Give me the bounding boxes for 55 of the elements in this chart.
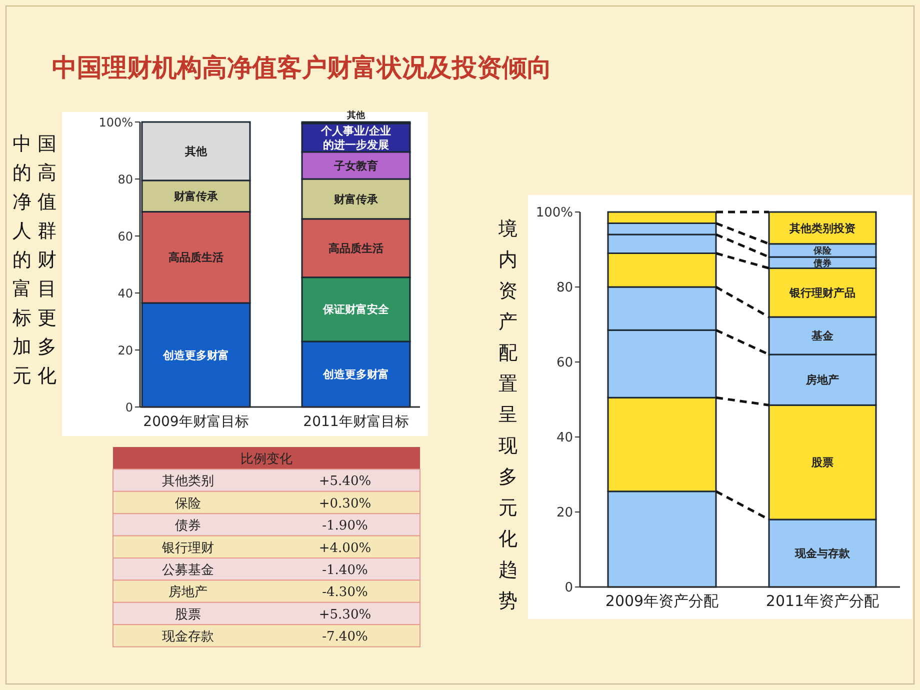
text: +0.30% [318, 496, 372, 512]
data-label: 其他 [184, 145, 208, 158]
category-label: 其他类别 [162, 474, 214, 490]
data-label: 其他 [346, 110, 366, 121]
data-label: 基金 [810, 330, 834, 343]
text: -1.40% [322, 563, 368, 578]
x-tick-label: 2011年财富目标 [303, 414, 409, 430]
x-tick-label: 2009年财富目标 [143, 414, 249, 430]
text: -7.40% [322, 630, 368, 645]
data-label: 创造更多财富 [162, 348, 229, 362]
category-label: 现金存款 [162, 630, 214, 645]
chart-title: 中国理财机构高净值客户财富状况及投资倾向 [52, 53, 552, 82]
text: -1.90% [322, 518, 368, 534]
data-label: 子女教育 [333, 159, 378, 172]
category-label: 债券 [175, 518, 201, 534]
category-label: 保险 [175, 496, 201, 512]
text: +5.40% [318, 474, 372, 490]
y-tick-label: 80 [556, 280, 573, 296]
data-label: 其他类别投资 [788, 222, 856, 235]
x-tick-label: 2011年资产分配 [766, 592, 880, 610]
data-label: 高品质生活 [168, 251, 224, 264]
data-label: 银行理财产品 [788, 286, 856, 300]
data-label: 高品质生活 [328, 242, 384, 255]
y-tick-label: 0 [564, 580, 573, 596]
y-tick-label: 60 [556, 356, 573, 370]
y-tick-label: 40 [556, 430, 573, 446]
y-tick-label: 20 [118, 344, 133, 358]
category-label: 公募基金 [162, 563, 214, 578]
data-label: 保证财富安全 [322, 303, 390, 316]
text: -4.30% [322, 585, 368, 600]
category-label: 股票 [175, 607, 201, 622]
data-label: 股票 [810, 456, 834, 470]
y-tick-label: 100% [98, 116, 133, 130]
data-label: 创造更多财富 [322, 368, 389, 382]
text: 中国的高净值人群的财富目标更加多元化 [12, 133, 56, 387]
y-tick-label: 100% [536, 206, 573, 220]
data-label: 财富传承 [173, 190, 219, 203]
y-tick-label: 0 [125, 400, 133, 414]
y-tick-label: 20 [556, 506, 573, 520]
data-label: 房地产 [805, 374, 839, 387]
category-label: 银行理财 [161, 540, 214, 556]
y-tick-label: 80 [118, 172, 133, 186]
data-label: 财富传承 [333, 192, 379, 206]
y-tick-label: 60 [118, 230, 133, 244]
category-label: 房地产 [168, 584, 208, 600]
x-tick-label: 2009年资产分配 [605, 592, 719, 610]
text: +4.00% [318, 540, 372, 556]
text: +5.30% [318, 607, 372, 622]
data-label: 个人事业/企业的进一步发展 [320, 124, 392, 152]
data-label: 现金与存款 [794, 547, 851, 560]
text: 境内资产配置呈现多元化趋势 [498, 218, 518, 612]
data-label: 保险 [812, 246, 832, 257]
y-tick-label: 40 [118, 286, 133, 300]
data-label: 债券 [812, 258, 832, 269]
text: 比例变化 [240, 452, 292, 467]
